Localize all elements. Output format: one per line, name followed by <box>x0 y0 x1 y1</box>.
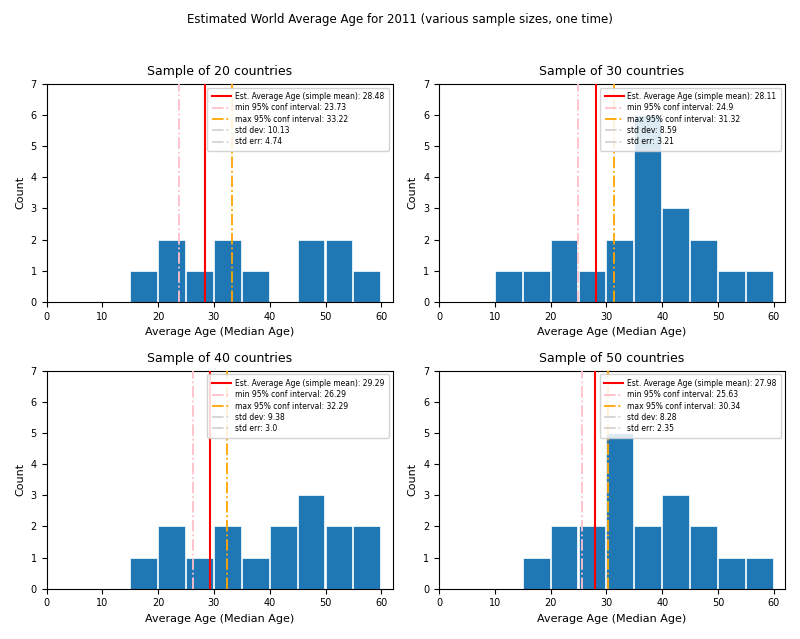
Bar <box>158 240 185 302</box>
Bar <box>326 527 352 589</box>
Bar <box>158 527 185 589</box>
Legend: Est. Average Age (simple mean): 27.98, min 95% conf interval: 25.63, max 95% con: Est. Average Age (simple mean): 27.98, m… <box>600 374 781 438</box>
X-axis label: Average Age (Median Age): Average Age (Median Age) <box>538 614 686 624</box>
Bar <box>746 271 773 302</box>
Legend: Est. Average Age (simple mean): 29.29, min 95% conf interval: 26.29, max 95% con: Est. Average Age (simple mean): 29.29, m… <box>207 374 389 438</box>
Bar <box>522 271 550 302</box>
Bar <box>690 527 717 589</box>
Title: Sample of 20 countries: Sample of 20 countries <box>147 65 292 79</box>
Y-axis label: Count: Count <box>15 463 25 496</box>
Bar <box>634 527 661 589</box>
Text: Estimated World Average Age for 2011 (various sample sizes, one time): Estimated World Average Age for 2011 (va… <box>187 13 613 26</box>
Bar <box>130 271 157 302</box>
Y-axis label: Count: Count <box>407 176 418 210</box>
Bar <box>662 495 689 589</box>
Title: Sample of 50 countries: Sample of 50 countries <box>539 352 685 365</box>
Title: Sample of 30 countries: Sample of 30 countries <box>539 65 685 79</box>
Bar <box>214 527 241 589</box>
Bar <box>606 240 634 302</box>
Bar <box>298 240 325 302</box>
X-axis label: Average Age (Median Age): Average Age (Median Age) <box>145 614 294 624</box>
Bar <box>550 240 578 302</box>
Bar <box>242 271 269 302</box>
Legend: Est. Average Age (simple mean): 28.48, min 95% conf interval: 23.73, max 95% con: Est. Average Age (simple mean): 28.48, m… <box>207 88 389 151</box>
Bar <box>662 208 689 302</box>
Title: Sample of 40 countries: Sample of 40 countries <box>147 352 292 365</box>
Bar <box>550 527 578 589</box>
Bar <box>186 271 213 302</box>
Bar <box>718 558 745 589</box>
Bar <box>354 271 380 302</box>
Y-axis label: Count: Count <box>407 463 418 496</box>
Y-axis label: Count: Count <box>15 176 25 210</box>
Bar <box>522 558 550 589</box>
Bar <box>298 495 325 589</box>
X-axis label: Average Age (Median Age): Average Age (Median Age) <box>538 327 686 337</box>
Bar <box>718 271 745 302</box>
Bar <box>690 240 717 302</box>
Bar <box>578 527 606 589</box>
X-axis label: Average Age (Median Age): Average Age (Median Age) <box>145 327 294 337</box>
Bar <box>606 433 634 589</box>
Bar <box>495 271 522 302</box>
Bar <box>242 558 269 589</box>
Bar <box>270 527 297 589</box>
Bar <box>326 240 352 302</box>
Bar <box>130 558 157 589</box>
Bar <box>354 527 380 589</box>
Legend: Est. Average Age (simple mean): 28.11, min 95% conf interval: 24.9, max 95% conf: Est. Average Age (simple mean): 28.11, m… <box>600 88 781 151</box>
Bar <box>578 271 606 302</box>
Bar <box>186 558 213 589</box>
Bar <box>634 115 661 302</box>
Bar <box>746 558 773 589</box>
Bar <box>214 240 241 302</box>
